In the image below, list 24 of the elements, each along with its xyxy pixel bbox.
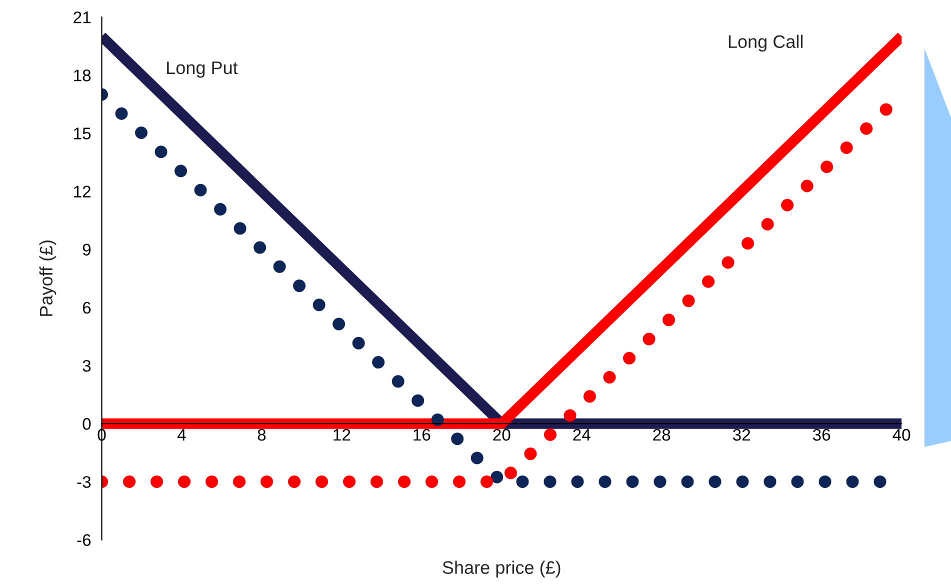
y-tick-label: -3: [77, 476, 91, 488]
x-tick-label: 28: [653, 428, 670, 441]
y-tick-label: 9: [82, 244, 91, 256]
x-tick-label: 32: [732, 428, 750, 441]
y-axis-title: Payoff (£): [39, 240, 56, 316]
y-tick-label: 18: [74, 70, 91, 82]
x-tick-label: 8: [258, 428, 266, 441]
y-tick-label: 3: [82, 360, 91, 372]
x-tick-label: 24: [573, 428, 590, 441]
y-tick-label: 15: [74, 128, 91, 140]
y-tick-label: 0: [82, 418, 91, 430]
x-axis-title: Share price (£): [442, 560, 560, 578]
y-tick-label: 21: [74, 11, 91, 24]
x-tick-label: 20: [493, 428, 510, 441]
x-tick-label: 40: [892, 428, 910, 441]
y-tick-label: -6: [77, 534, 91, 546]
x-tick-label: 16: [414, 428, 430, 441]
x-tick-label: 12: [334, 428, 350, 441]
y-tick-label: 6: [82, 302, 91, 314]
x-tick-label: 4: [177, 429, 186, 441]
annotation: Long Call: [728, 34, 803, 52]
annotation: Long Put: [167, 62, 238, 78]
y-tick-label: 12: [74, 186, 91, 198]
x-tick-label: 36: [812, 428, 830, 441]
